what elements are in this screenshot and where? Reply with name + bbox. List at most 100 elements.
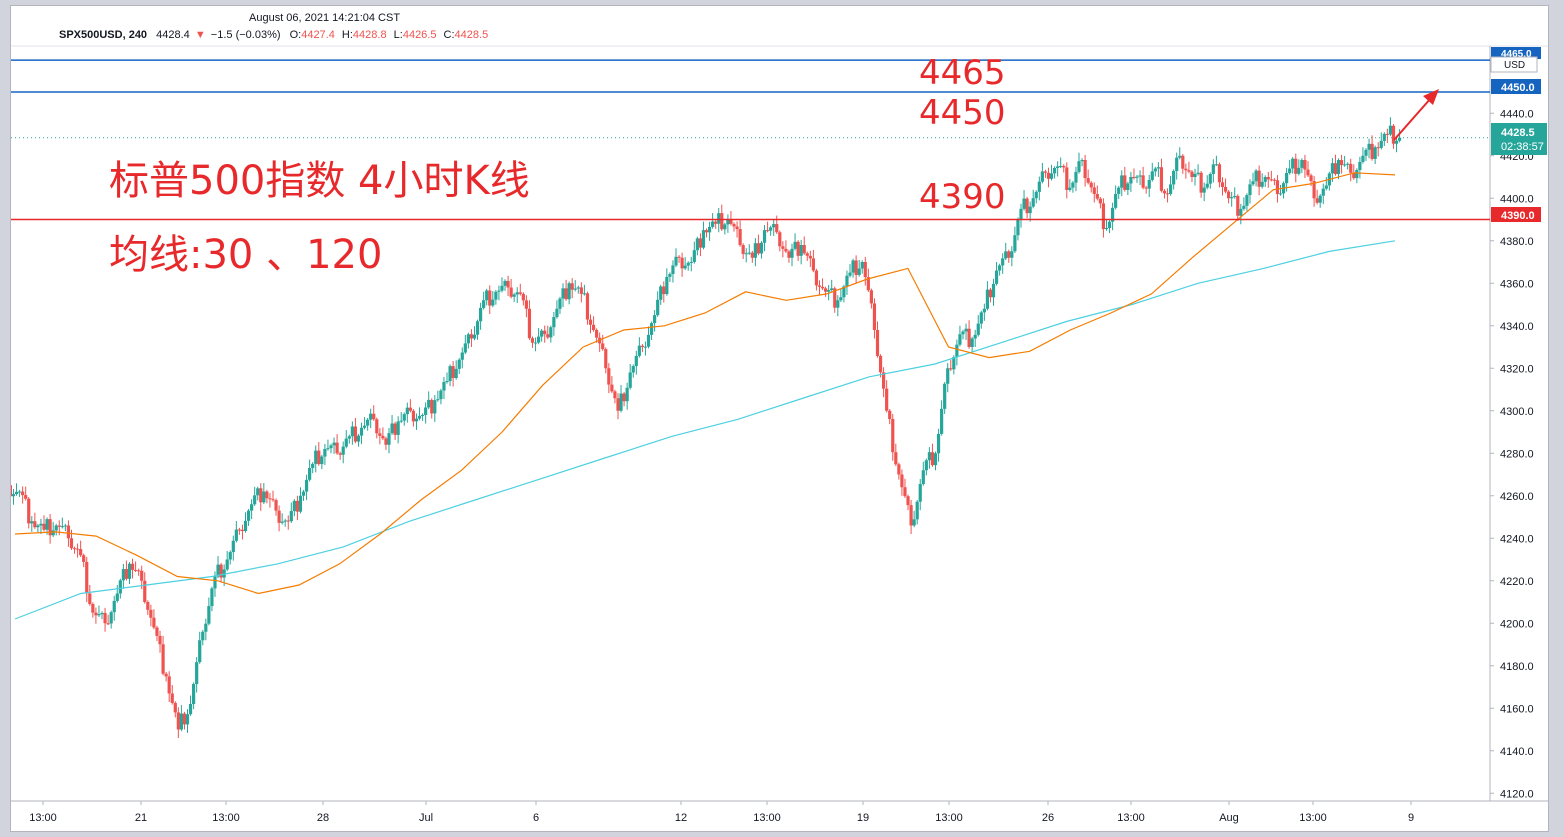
candle-body [817,285,822,287]
candle-body [930,452,935,466]
candle-body [79,549,83,556]
candle-body [833,288,837,308]
candle-body [1172,171,1176,185]
candle-body [720,213,724,230]
candle-body [851,260,855,273]
candle-body [1376,147,1380,149]
candle-body [793,241,797,249]
ytick-label: 4300.0 [1500,406,1534,418]
candle-body [399,420,403,422]
candle-body [811,258,815,271]
candle-body [1040,171,1044,182]
candle-body [1291,158,1295,169]
candle-body [1278,193,1283,195]
candle-body [1150,171,1154,180]
candle-body [744,253,748,255]
candle-body [875,330,880,356]
candle-body [848,272,852,276]
chart-frame: August 06, 2021 14:21:04 CST SPX500USD, … [10,5,1549,832]
candle-body [1101,203,1106,230]
candle-body [359,427,364,436]
candle-body [240,529,245,532]
candle-body [488,290,492,306]
candle-body [271,499,275,501]
candle-body [130,563,135,570]
candle-body [21,491,25,496]
candle-body [610,384,614,392]
xtick-label: 13:00 [29,812,57,824]
candle-body [958,334,962,345]
chart-svg[interactable]: August 06, 2021 14:21:04 CST SPX500USD, … [11,6,1548,831]
candle-body [100,612,104,615]
candle-body [246,510,251,521]
time-axis[interactable]: 13:00 21 13:00 28 Jul 6 12 13:00 19 13:00 26 13:00 A… [29,801,1414,824]
candle-body [1358,161,1362,170]
candle-body [747,252,751,254]
candle-body [741,245,745,254]
candle-body [48,519,52,536]
candle-body [1385,133,1389,135]
candle-body [228,552,232,560]
candle-body [133,569,138,571]
candle-body [588,319,593,325]
annotation-level-4450: 4450 [919,93,1006,133]
candle-body [97,614,101,616]
candle-body [1052,167,1057,174]
tag-4450: 4450.0 [1491,79,1541,94]
candle-body [185,714,190,725]
candle-body [362,425,367,428]
ytick-label: 4380.0 [1500,236,1534,248]
header-legend: SPX500USD, 240 4428.4 ▼ −1.5 (−0.03%) O:… [59,29,488,41]
candle-body [1333,163,1338,175]
candle-body [225,559,229,570]
candle-body [823,288,828,292]
candle-body [1074,171,1078,183]
candle-body [756,243,761,254]
candle-body [460,352,464,360]
candle-body [711,221,715,227]
candle-body [45,519,49,530]
candle-body [912,519,916,526]
candle-body [677,256,681,258]
price-axis[interactable]: 4120.0 4140.0 4160.0 4180.0 4200.0 4220.0 4240… [1490,108,1534,800]
candle-body [674,256,678,266]
candle-body [451,366,455,379]
candle-body [115,593,119,601]
xtick-label: 13:00 [212,812,240,824]
usd-text: USD [1504,60,1525,71]
candle-body [1013,235,1017,252]
candle-body [1004,251,1008,259]
candle-body [1034,191,1038,199]
tag-4390-label: 4390.0 [1501,210,1535,222]
candle-body [781,246,785,249]
candle-body [381,435,385,439]
candle-body [1199,172,1203,193]
candle-body [283,520,287,522]
candle-body [1065,167,1069,190]
candle-body [253,495,257,505]
candle-body [579,287,583,294]
usd-label[interactable]: USD [1490,56,1538,73]
candle-body [882,372,886,389]
candle-body [985,289,990,309]
header-datetime: August 06, 2021 14:21:04 CST [249,12,400,24]
candle-body [689,262,693,263]
candle-body [1019,208,1023,220]
candle-body [433,400,437,414]
candle-body [595,330,599,338]
candle-body [207,606,211,624]
candle-body [1153,168,1157,172]
candle-body [686,262,690,266]
candle-body [894,452,898,465]
candle-body [643,346,648,348]
candle-body [1117,187,1121,194]
candle-body [665,276,669,295]
candle-body [427,399,431,408]
candle-body [1028,206,1032,214]
xtick-label: 12 [675,812,687,824]
candle-body [201,631,205,641]
candle-body [1107,221,1112,228]
candle-body [860,262,864,269]
candle-body [250,504,254,511]
xtick-label: 21 [135,812,147,824]
